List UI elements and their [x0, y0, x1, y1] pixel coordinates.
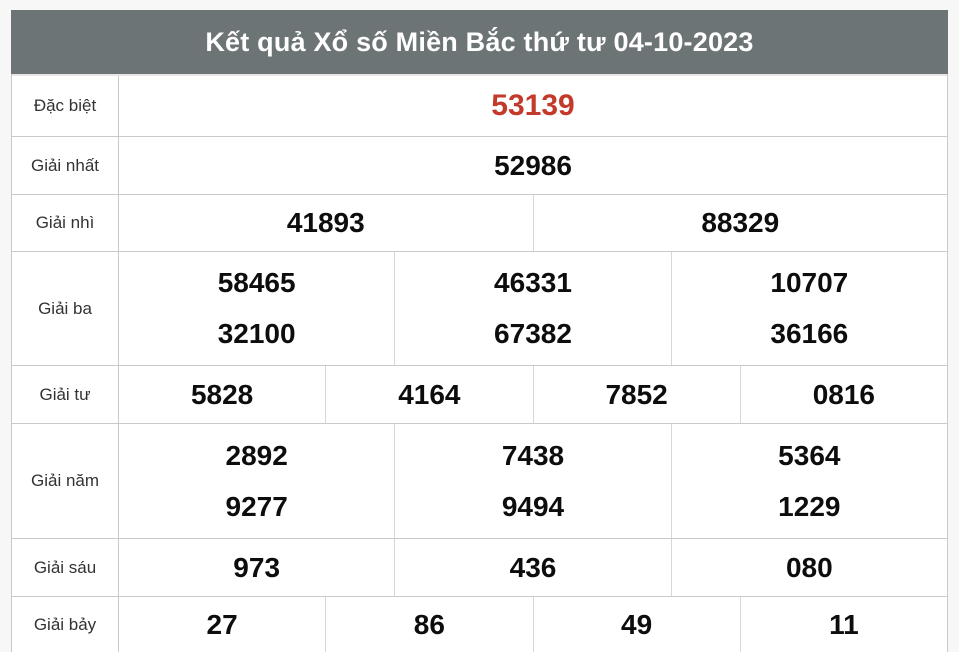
prize-label: Giải năm — [12, 424, 119, 538]
prize-cell: 5364 1229 — [670, 424, 947, 538]
prize-label: Đặc biệt — [12, 76, 119, 136]
prize-cell: 58465 32100 — [119, 252, 394, 365]
prize-cell: 46331 67382 — [394, 252, 670, 365]
lottery-results-widget: Kết quả Xổ số Miền Bắc thứ tư 04-10-2023… — [11, 10, 948, 652]
prize-label: Giải bảy — [12, 597, 119, 652]
prize-number: 86 — [413, 609, 445, 640]
prize-number: 5828 — [190, 378, 254, 410]
prize-number: 10707 — [770, 267, 849, 299]
row-giai-ba: Giải ba 58465 32100 46331 67382 10707 36… — [12, 251, 947, 365]
prize-cell: 7438 9494 — [394, 424, 670, 538]
prize-cell: 080 — [670, 539, 947, 596]
prize-number: 0816 — [812, 378, 876, 410]
row-dac-biet: Đặc biệt 53139 — [12, 74, 947, 136]
prize-number: 11 — [829, 609, 859, 640]
prize-label: Giải ba — [12, 252, 119, 365]
prize-label: Giải tư — [12, 366, 119, 423]
prize-number: 7438 — [501, 439, 565, 471]
prize-number: 67382 — [494, 317, 572, 349]
prize-number: 4164 — [398, 378, 461, 410]
prize-number: 46331 — [494, 267, 572, 299]
prize-number: 88329 — [701, 207, 780, 238]
prize-number: 27 — [206, 609, 238, 640]
prize-cell: 53139 — [119, 76, 947, 136]
prize-cell: 973 — [119, 539, 394, 596]
prize-cell: 0816 — [739, 366, 947, 423]
prize-cell: 7852 — [532, 366, 740, 423]
prize-number: 973 — [233, 551, 281, 583]
prize-number: 36166 — [770, 317, 849, 349]
results-header: Kết quả Xổ số Miền Bắc thứ tư 04-10-2023 — [11, 10, 948, 74]
row-giai-bay: Giải bảy 27 86 49 11 — [12, 596, 947, 652]
prize-cell: 27 — [119, 597, 325, 652]
prize-label: Giải nhất — [12, 137, 119, 194]
row-giai-nhi: Giải nhì 41893 88329 — [12, 194, 947, 251]
row-giai-nam: Giải năm 2892 9277 7438 9494 5364 1229 — [12, 423, 947, 538]
prize-cell: 49 — [532, 597, 740, 652]
prize-cell: 52986 — [119, 137, 947, 194]
prize-number: 49 — [621, 609, 653, 640]
prize-number: 9494 — [501, 490, 565, 522]
prize-cell: 86 — [325, 597, 532, 652]
prize-cell: 10707 36166 — [670, 252, 947, 365]
row-giai-tu: Giải tư 5828 4164 7852 0816 — [12, 365, 947, 423]
prize-label: Giải nhì — [12, 195, 119, 251]
prize-cell: 88329 — [532, 195, 948, 251]
prize-number: 7852 — [605, 378, 668, 410]
prize-number: 52986 — [494, 149, 572, 181]
row-giai-nhat: Giải nhất 52986 — [12, 136, 947, 194]
results-table: Đặc biệt 53139 Giải nhất 52986 Giải nhì — [11, 74, 948, 652]
prize-number: 1229 — [778, 490, 841, 522]
prize-number: 41893 — [286, 207, 365, 238]
prize-number: 9277 — [225, 490, 288, 522]
prize-number: 2892 — [225, 439, 288, 471]
prize-number: 58465 — [217, 267, 296, 299]
prize-cell: 11 — [739, 597, 947, 652]
special-prize-number: 53139 — [491, 89, 575, 122]
prize-cell: 5828 — [119, 366, 325, 423]
prize-number: 5364 — [778, 439, 841, 471]
prize-number: 32100 — [217, 317, 296, 349]
prize-number: 080 — [785, 551, 833, 583]
prize-cell: 4164 — [325, 366, 532, 423]
prize-cell: 436 — [394, 539, 670, 596]
prize-cell: 41893 — [119, 195, 533, 251]
page-title: Kết quả Xổ số Miền Bắc thứ tư 04-10-2023 — [205, 26, 754, 57]
prize-cell: 2892 9277 — [119, 424, 394, 538]
prize-label: Giải sáu — [12, 539, 119, 596]
prize-number: 436 — [509, 551, 557, 583]
row-giai-sau: Giải sáu 973 436 080 — [12, 538, 947, 596]
